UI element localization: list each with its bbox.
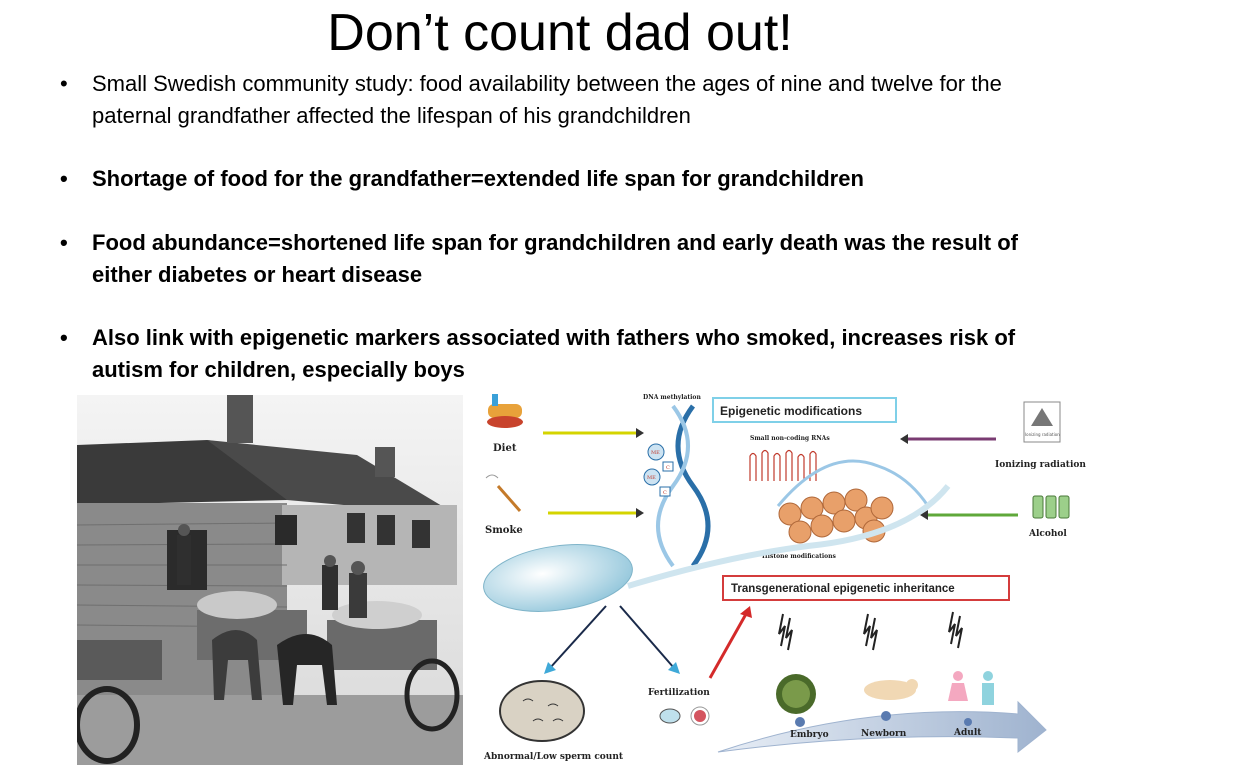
inheritance-arrow <box>710 614 746 678</box>
svg-text:ME: ME <box>647 475 656 481</box>
ionizing-radiation-label: Ionizing radiation <box>995 460 1086 470</box>
alcohol-bottles-icon <box>1033 496 1069 518</box>
transgenerational-label: Transgenerational epigenetic inheritance <box>731 583 955 595</box>
bullet-food-shortage: Shortage of food for the grandfather=ext… <box>60 163 1060 195</box>
newborn-icon <box>864 679 918 700</box>
smoke-label: Smoke <box>485 525 523 536</box>
adult-label: Adult <box>953 728 982 738</box>
svg-text:ME: ME <box>651 450 660 456</box>
svg-text:C: C <box>666 465 670 471</box>
embryo-label: Embryo <box>790 730 829 740</box>
radiation-warning-icon: Ionizing radiation <box>1024 402 1060 442</box>
diet-label: Diet <box>493 443 517 454</box>
embryo-icon <box>776 674 816 714</box>
bullet-swedish-study: Small Swedish community study: food avai… <box>60 68 1060 132</box>
small-rna-label: Small non-coding RNAs <box>750 435 830 442</box>
development-timeline-arrow <box>718 702 1046 752</box>
fertilization-label: Fertilization <box>648 688 710 698</box>
abnormal-sperm-label: Abnormal/Low sperm count <box>483 752 624 762</box>
historical-farm-photo <box>77 395 463 765</box>
svg-text:C: C <box>663 490 667 496</box>
newborn-label: Newborn <box>861 729 907 739</box>
svg-text:Ionizing radiation: Ionizing radiation <box>1025 432 1060 437</box>
slide-title: Don’t count dad out! <box>0 2 1120 64</box>
bullet-smoking-link: Also link with epigenetic markers associ… <box>60 322 1060 386</box>
bullet-list: Small Swedish community study: food avai… <box>60 68 1060 386</box>
alcohol-label: Alcohol <box>1028 529 1067 539</box>
bullet-food-abundance: Food abundance=shortened life span for g… <box>60 227 1060 291</box>
sperm-swarm-icons <box>779 612 962 650</box>
epigenetic-inheritance-diagram: Diet Smoke DNA methylation ME C ME C Epi… <box>478 386 1098 772</box>
diet-icon <box>487 394 523 428</box>
cigarette-icon <box>486 475 520 511</box>
dna-strand <box>658 406 708 566</box>
methyl-group-markers: ME C ME C <box>644 444 673 496</box>
dna-methylation-label: DNA methylation <box>643 394 701 401</box>
adult-figures-icon <box>948 671 994 705</box>
fertilization-icon <box>660 707 709 725</box>
epigenetic-modifications-label: Epigenetic modifications <box>720 404 862 418</box>
arrow-to-fertilization <box>620 606 674 668</box>
arrow-to-abnormal <box>550 606 606 668</box>
petri-dish-icon <box>500 681 584 741</box>
rna-hairpins <box>750 451 816 482</box>
